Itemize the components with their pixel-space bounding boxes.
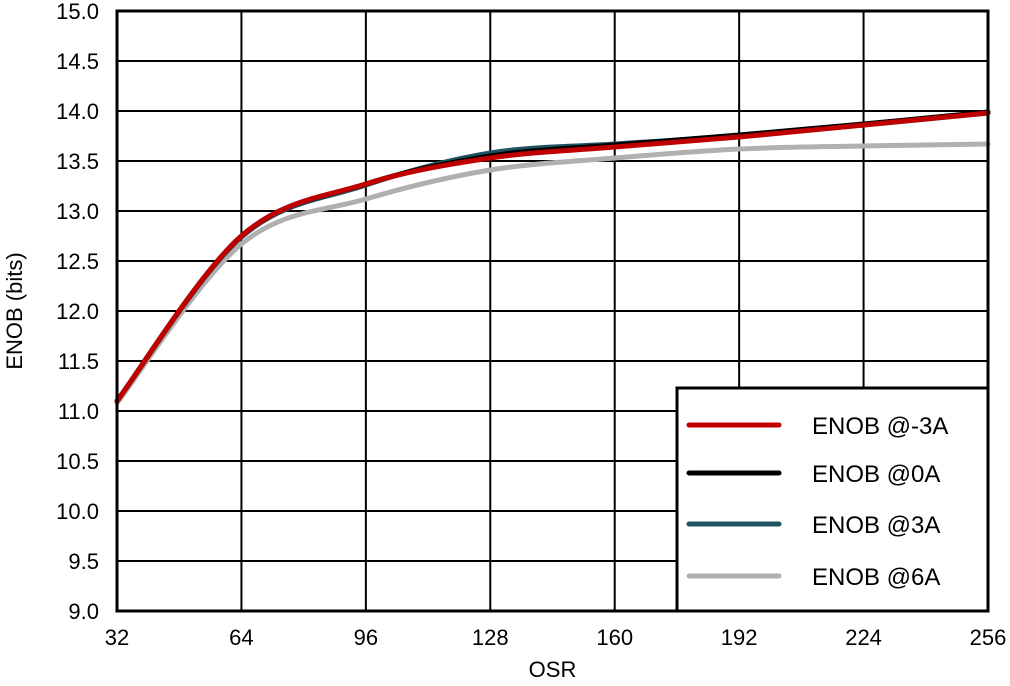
y-tick-label: 11.5 — [58, 349, 99, 374]
y-tick-label: 12.0 — [56, 299, 99, 324]
x-tick-label: 224 — [845, 625, 882, 650]
y-tick-label: 9.0 — [68, 599, 99, 624]
x-tick-label: 192 — [721, 625, 758, 650]
legend-items: ENOB @-3A ENOB @0A ENOB @3A ENOB @6A — [686, 413, 948, 591]
y-tick-label: 10.0 — [56, 499, 99, 524]
legend-label: ENOB @-3A — [812, 413, 948, 440]
x-axis-title: OSR — [529, 657, 577, 682]
series-lines — [114, 109, 991, 406]
series-line-enob-0a — [114, 109, 991, 404]
y-tick-label: 9.5 — [68, 549, 99, 574]
y-tick-label: 13.5 — [56, 149, 99, 174]
x-tick-label: 96 — [354, 625, 378, 650]
series-line-enob-3a — [114, 110, 991, 404]
y-axis-tick-labels: 9.0 9.5 10.0 10.5 11.0 11.5 12.0 12.5 13.0 13.5 14… — [56, 0, 99, 624]
y-axis-title: ENOB (bits) — [2, 252, 27, 369]
y-tick-label: 14.0 — [56, 99, 99, 124]
y-tick-label: 10.5 — [56, 449, 99, 474]
x-axis-tick-labels: 32 64 96 128 160 192 224 256 — [105, 625, 1007, 650]
y-tick-label: 15.0 — [56, 0, 99, 24]
x-tick-label: 64 — [229, 625, 253, 650]
series-line-enob-3a — [114, 110, 991, 404]
y-tick-label: 11.0 — [58, 399, 99, 424]
x-tick-label: 128 — [472, 625, 509, 650]
legend: ENOB @-3A ENOB @0A ENOB @3A ENOB @6A — [675, 386, 990, 613]
y-tick-label: 12.5 — [56, 249, 99, 274]
grid-lines — [117, 11, 988, 611]
x-tick-label: 32 — [105, 625, 129, 650]
series-line-enob-6a — [114, 141, 991, 406]
x-tick-label: 256 — [970, 625, 1007, 650]
y-tick-label: 13.0 — [56, 199, 99, 224]
plot-area-frame — [115, 9, 990, 613]
legend-label: ENOB @3A — [812, 512, 940, 539]
y-tick-label: 14.5 — [56, 49, 99, 74]
x-tick-label: 160 — [596, 625, 633, 650]
legend-label: ENOB @0A — [812, 461, 940, 488]
legend-label: ENOB @6A — [812, 564, 940, 591]
